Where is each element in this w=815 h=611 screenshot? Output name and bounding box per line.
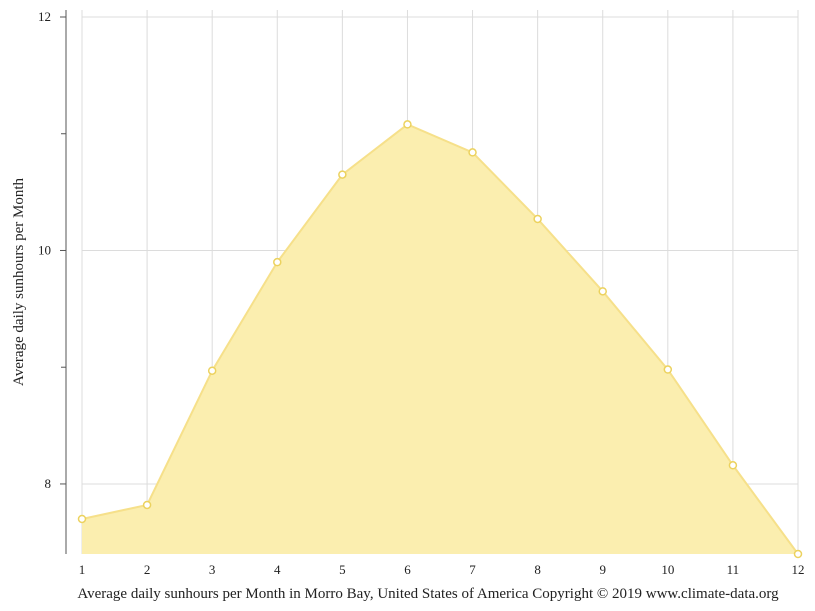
y-axis-title: Average daily sunhours per Month — [11, 178, 27, 387]
x-axis-title: Average daily sunhours per Month in Morr… — [77, 586, 779, 602]
x-tick-label: 5 — [339, 562, 346, 577]
data-point-marker — [598, 287, 607, 296]
data-point-marker — [663, 365, 673, 374]
x-tick-label: 9 — [599, 562, 606, 577]
marker-layer — [77, 120, 803, 559]
x-tick-label: 12 — [792, 562, 805, 577]
x-tick-label: 7 — [469, 562, 476, 577]
x-tick-label: 8 — [534, 562, 541, 577]
series-line — [81, 123, 799, 555]
area-layer — [81, 123, 799, 555]
y-tick-label: 8 — [45, 476, 52, 491]
data-point-marker — [468, 148, 477, 157]
x-tick-label: 10 — [661, 562, 674, 577]
x-tick-label: 4 — [274, 562, 281, 577]
data-point-marker — [793, 549, 803, 559]
area-fill — [82, 124, 798, 555]
data-point-marker — [77, 514, 87, 524]
data-point-marker — [338, 170, 347, 179]
data-point-marker — [142, 500, 152, 510]
data-point-marker — [403, 120, 412, 129]
x-tick-label: 6 — [404, 562, 411, 577]
x-tick-label: 11 — [727, 562, 740, 577]
y-tick-label: 12 — [38, 9, 51, 24]
axis-layer — [60, 10, 67, 554]
y-tick-label: 10 — [38, 242, 51, 257]
data-point-marker — [533, 214, 542, 224]
x-tick-label: 3 — [209, 562, 216, 577]
data-point-marker — [728, 461, 738, 470]
data-point-marker — [273, 257, 282, 267]
data-point-marker — [207, 366, 217, 375]
x-tick-label: 2 — [144, 562, 151, 577]
x-tick-label: 1 — [79, 562, 86, 577]
